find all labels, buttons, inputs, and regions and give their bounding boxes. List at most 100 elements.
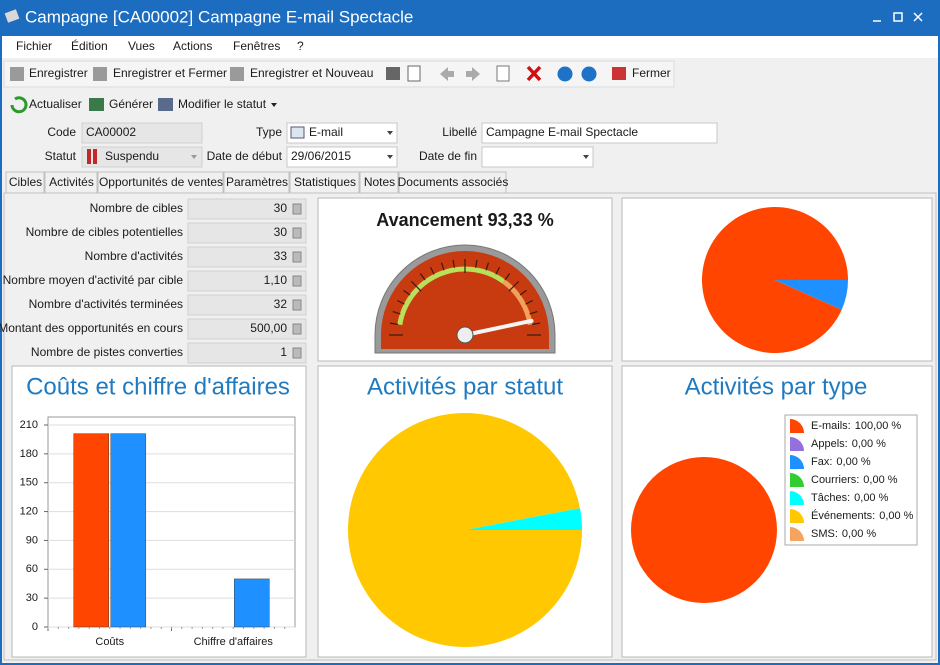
menu-item[interactable]: Vues	[128, 39, 155, 53]
tab-label[interactable]: Opportunités de ventes	[99, 175, 223, 189]
toolbar-button[interactable]: Fermer	[632, 66, 671, 80]
copy-icon[interactable]	[496, 65, 510, 82]
gauge-tick	[485, 262, 490, 271]
libelle-field[interactable]	[481, 122, 718, 144]
status-icon	[158, 98, 173, 111]
window-controls[interactable]	[873, 12, 923, 22]
toolbar-button[interactable]: Enregistrer et Fermer	[113, 66, 227, 80]
close-icon	[612, 67, 626, 80]
legend-entry: Appels: 0,00 %	[811, 438, 886, 450]
stat-label: Montant des opportunités en cours	[0, 321, 183, 335]
tab[interactable]	[223, 171, 290, 194]
legend-entry: SMS: 0,00 %	[811, 528, 876, 540]
toolbar-button[interactable]: Enregistrer et Nouveau	[250, 66, 373, 80]
calc-icon	[292, 323, 302, 335]
stat-value: 1	[280, 345, 287, 359]
date-debut-field[interactable]	[286, 146, 398, 168]
menu-item[interactable]: ?	[297, 39, 304, 53]
menu-item[interactable]: Édition	[71, 38, 108, 53]
gauge-tick	[429, 267, 435, 275]
menu-item[interactable]: Fichier	[16, 39, 52, 53]
preview-icon[interactable]	[407, 65, 421, 82]
x-tick-label: Chiffre d'affaires	[194, 636, 274, 648]
legend-entry: Courriers: 0,00 %	[811, 474, 898, 486]
gauge-tick	[392, 310, 401, 315]
legend-category: E-mails:	[811, 420, 851, 432]
app-icon	[4, 9, 20, 23]
field-value: E-mail	[309, 125, 343, 139]
legend-entry: Tâches: 0,00 %	[811, 492, 889, 504]
type-field[interactable]	[286, 122, 398, 144]
legend-value: 100,00 %	[855, 420, 902, 432]
field-value: CA00002	[86, 125, 136, 139]
tab-label[interactable]: Documents associés	[398, 175, 509, 189]
dropdown-arrow	[271, 103, 277, 107]
stat-field	[187, 246, 307, 268]
gauge-needle	[463, 318, 534, 337]
stat-label: Nombre de cibles potentielles	[26, 225, 183, 239]
tab-label[interactable]: Notes	[364, 175, 395, 189]
tab[interactable]	[398, 171, 507, 194]
tab[interactable]	[5, 171, 45, 194]
y-tick-label: 30	[26, 592, 38, 604]
menu-item[interactable]: Actions	[173, 39, 212, 53]
bar	[73, 433, 109, 628]
action-button[interactable]: Générer	[109, 97, 153, 111]
code-field	[81, 122, 203, 144]
calc-icon	[292, 299, 302, 311]
stat-value: 32	[274, 297, 288, 311]
pie-slice	[631, 457, 777, 603]
tab[interactable]	[289, 171, 360, 194]
legend-swatch	[790, 473, 804, 487]
tab[interactable]	[97, 171, 224, 194]
y-tick-label: 90	[26, 534, 38, 546]
legend-value: 0,00 %	[854, 492, 888, 504]
legend-category: Courriers:	[811, 474, 859, 486]
action-button[interactable]: Modifier le statut	[178, 97, 267, 111]
tab-label[interactable]: Cibles	[9, 175, 42, 189]
tab-label[interactable]: Paramètres	[226, 175, 288, 189]
action-button[interactable]: Actualiser	[29, 97, 82, 111]
field-label: Code	[47, 125, 76, 139]
delete-icon[interactable]	[526, 65, 542, 82]
legend-entry: E-mails: 100,00 %	[811, 420, 901, 432]
tab-label[interactable]: Activités	[49, 175, 94, 189]
date-fin-field[interactable]	[481, 146, 594, 168]
gauge-tick	[440, 262, 445, 271]
undo-icon[interactable]	[440, 67, 454, 81]
pause-icon	[93, 149, 97, 164]
field-value: 29/06/2015	[291, 149, 351, 163]
stat-field	[187, 294, 307, 316]
toolbar-button[interactable]: Enregistrer	[29, 66, 88, 80]
bar	[234, 578, 270, 628]
legend-category: Événements:	[811, 509, 875, 522]
print-icon[interactable]	[386, 67, 400, 80]
y-tick-label: 150	[20, 477, 38, 489]
dropdown-arrow	[387, 131, 393, 135]
tab-strip: Cibles Activités Opportunités de ventes Par…	[5, 171, 509, 194]
legend-value: 0,00 %	[863, 474, 897, 486]
legend-category: Fax:	[811, 456, 832, 468]
gauge-tick	[397, 299, 405, 305]
dropdown-arrow	[387, 155, 393, 159]
y-tick-label: 60	[26, 563, 38, 575]
y-tick-label: 180	[20, 448, 38, 460]
bar	[110, 433, 147, 628]
dropdown-arrow	[583, 155, 589, 159]
redo-icon[interactable]	[466, 67, 480, 81]
next-icon[interactable]	[581, 66, 597, 82]
tab[interactable]	[359, 171, 399, 194]
prev-icon[interactable]	[557, 66, 573, 82]
field-label: Statut	[45, 149, 77, 163]
legend-value: 0,00 %	[879, 510, 913, 522]
legend-category: Tâches:	[811, 492, 850, 504]
menu-item[interactable]: Fenêtres	[233, 39, 280, 53]
stat-field	[187, 318, 307, 340]
stat-label: Nombre de cibles	[90, 201, 183, 215]
tab[interactable]	[44, 171, 98, 194]
y-tick-label: 0	[32, 621, 38, 633]
stat-value: 33	[274, 249, 288, 263]
tab-label[interactable]: Statistiques	[294, 175, 356, 189]
pie-slice	[465, 508, 582, 530]
